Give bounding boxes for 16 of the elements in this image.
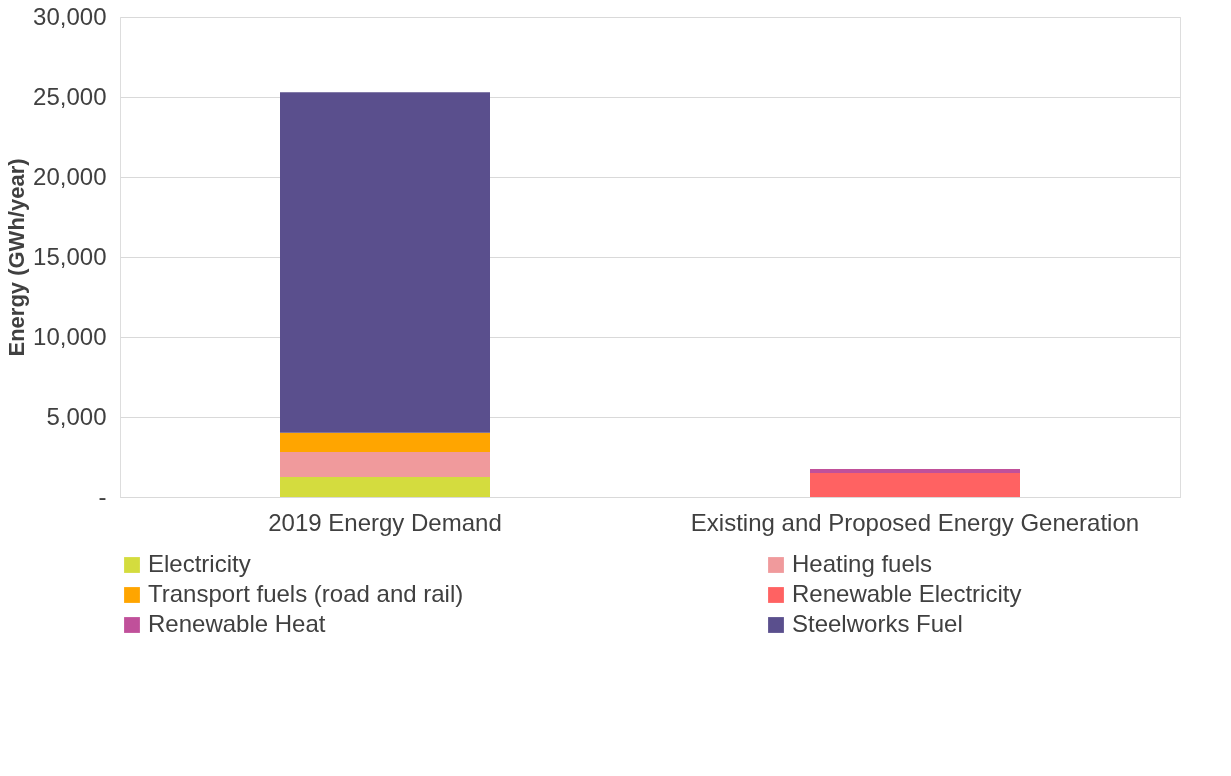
legend-label: Steelworks Fuel bbox=[792, 610, 963, 637]
y-tick-label: 30,000 bbox=[33, 2, 107, 30]
legend-label: Electricity bbox=[148, 550, 251, 577]
y-tick-label: 20,000 bbox=[33, 162, 107, 190]
x-tick-label: Existing and Proposed Energy Generation bbox=[690, 508, 1140, 536]
y-tick-label: 15,000 bbox=[33, 242, 107, 270]
legend-label: Transport fuels (road and rail) bbox=[148, 580, 464, 607]
y-tick-label: 10,000 bbox=[33, 322, 107, 350]
y-tick-label: - bbox=[98, 482, 107, 510]
legend-label: Renewable Electricity bbox=[792, 580, 1022, 607]
x-tick-label: 2019 Energy Demand bbox=[268, 508, 502, 536]
y-tick-label: 25,000 bbox=[33, 82, 107, 110]
legend-label: Renewable Heat bbox=[148, 610, 326, 637]
y-axis-title: Energy (GWh/year) bbox=[4, 158, 30, 357]
legend-label: Heating fuels bbox=[792, 550, 933, 577]
y-tick-label: 5,000 bbox=[46, 402, 107, 430]
